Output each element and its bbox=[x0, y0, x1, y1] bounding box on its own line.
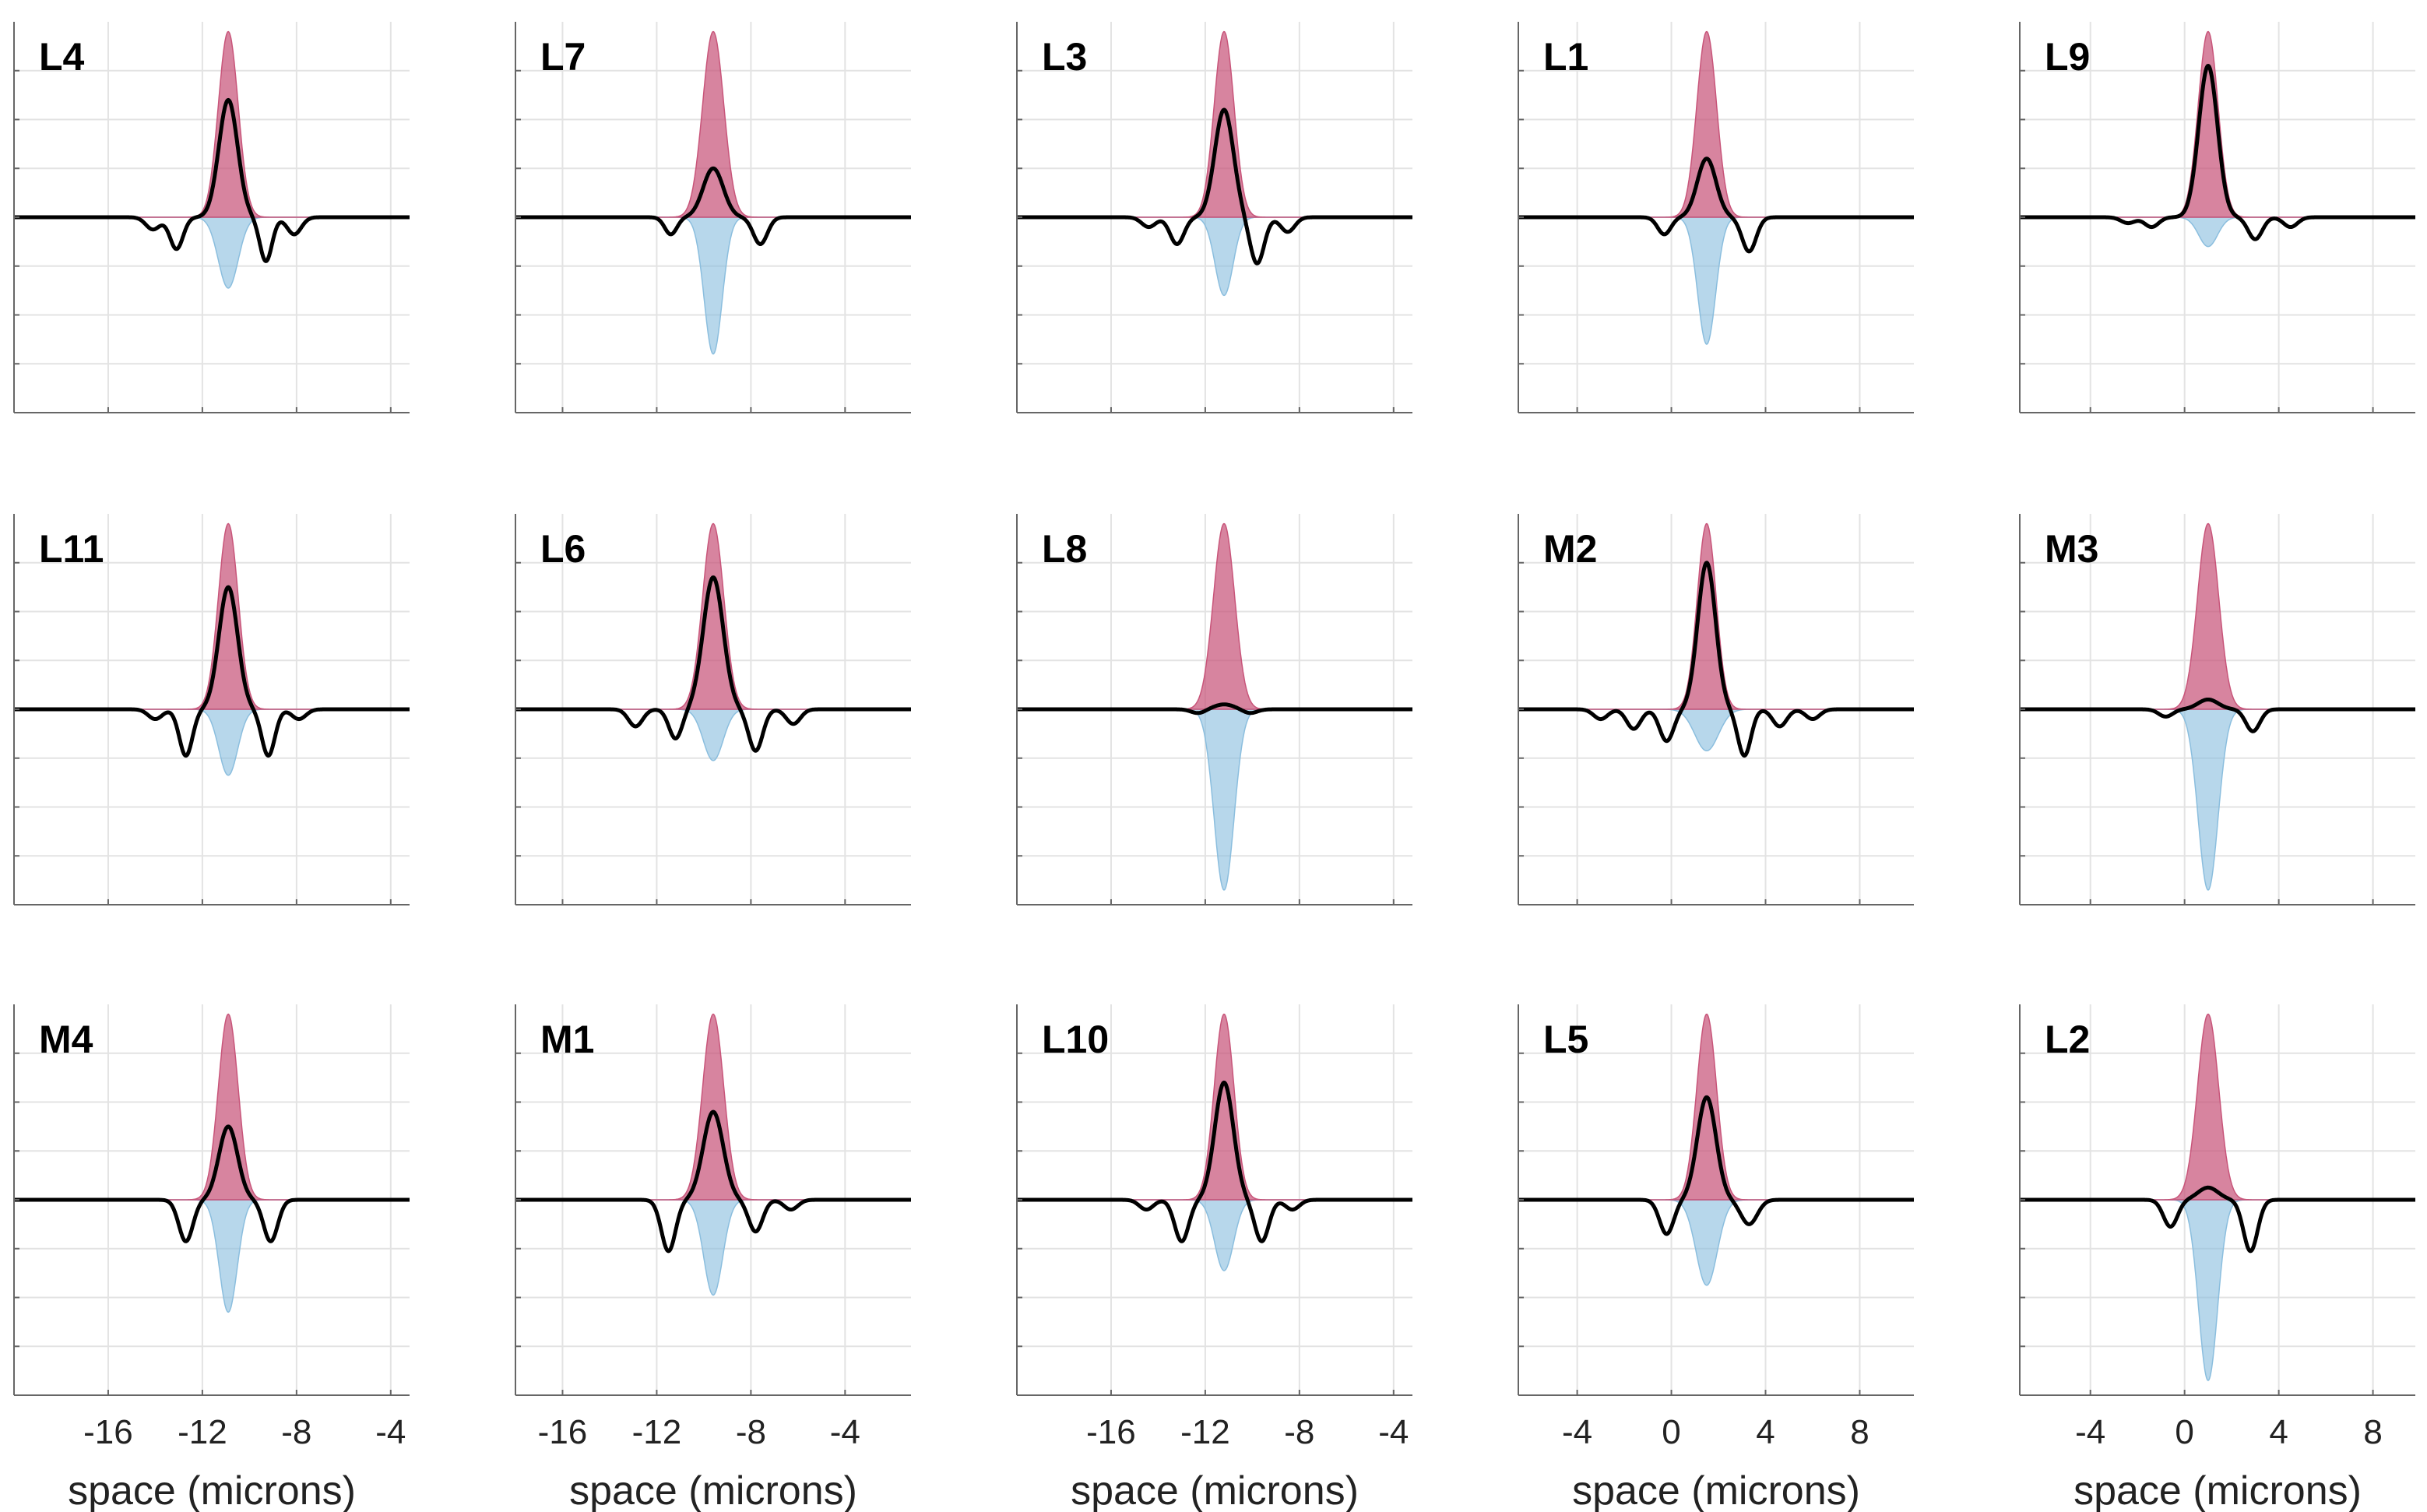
x-axis-title: space (microns) bbox=[2074, 1468, 2362, 1512]
x-tick-label: 8 bbox=[1850, 1413, 1869, 1451]
x-tick-label: -8 bbox=[281, 1413, 311, 1451]
net-profile-line bbox=[1517, 1095, 1915, 1236]
surround-area bbox=[515, 1199, 911, 1296]
panel-label: L11 bbox=[39, 527, 104, 571]
panel-label: L1 bbox=[1543, 35, 1588, 79]
panel-label: M1 bbox=[540, 1018, 594, 1061]
panel-L1: L1 bbox=[1517, 22, 1915, 413]
net-profile-line bbox=[514, 166, 913, 246]
surround-area bbox=[2020, 216, 2415, 248]
x-axis-title: space (microns) bbox=[1572, 1468, 1860, 1512]
panel-L4: L4 bbox=[12, 22, 411, 413]
net-profile-line bbox=[2018, 698, 2417, 733]
panel-label: L2 bbox=[2045, 1018, 2090, 1061]
net-profile-line bbox=[1015, 702, 1414, 716]
net-profile-line bbox=[1517, 561, 1915, 758]
panel-label: L4 bbox=[39, 35, 85, 79]
surround-area bbox=[2020, 709, 2415, 891]
panel-label: L5 bbox=[1543, 1018, 1588, 1061]
panel-L7: L7 bbox=[514, 22, 913, 413]
x-tick-label: -12 bbox=[632, 1413, 682, 1451]
panel-L8: L8 bbox=[1015, 514, 1414, 905]
x-axis-title: space (microns) bbox=[1071, 1468, 1359, 1512]
panel-label: L7 bbox=[540, 35, 586, 79]
net-profile-line bbox=[2018, 64, 2417, 241]
x-tick-label: -4 bbox=[2075, 1413, 2105, 1451]
x-tick-label: -4 bbox=[1562, 1413, 1592, 1451]
x-tick-label: -4 bbox=[830, 1413, 860, 1451]
x-tick-label: 8 bbox=[2363, 1413, 2382, 1451]
panel-label: M4 bbox=[39, 1018, 93, 1061]
net-profile-line bbox=[1015, 107, 1414, 265]
x-tick-label: -12 bbox=[178, 1413, 227, 1451]
surround-area bbox=[515, 216, 911, 355]
x-tick-label: -16 bbox=[538, 1413, 588, 1451]
x-tick-label: -16 bbox=[83, 1413, 133, 1451]
panel-L9: L9 bbox=[2018, 22, 2417, 413]
panel-label: M3 bbox=[2045, 527, 2098, 571]
panel-L11: L11 bbox=[12, 514, 411, 905]
x-axis-title: space (microns) bbox=[68, 1468, 356, 1512]
x-tick-label: -16 bbox=[1086, 1413, 1136, 1451]
x-tick-label: 4 bbox=[1756, 1413, 1775, 1451]
panel-L10: L10 -16 -12 -8 -4 space (microns) bbox=[1015, 1004, 1414, 1512]
x-tick-label: 4 bbox=[2269, 1413, 2288, 1451]
panel-L3: L3 bbox=[1015, 22, 1414, 413]
net-profile-line bbox=[514, 1109, 913, 1254]
panel-label: L6 bbox=[540, 527, 586, 571]
surround-area bbox=[1017, 709, 1412, 891]
surround-area bbox=[1017, 216, 1412, 297]
surround-area bbox=[14, 1199, 410, 1313]
net-profile-line bbox=[1517, 156, 1915, 254]
net-profile-line bbox=[2018, 1185, 2417, 1254]
x-tick-label: -8 bbox=[736, 1413, 766, 1451]
panel-M1: M1 -16 -12 -8 -4 space (microns) bbox=[514, 1004, 913, 1512]
net-profile-line bbox=[1015, 1080, 1414, 1243]
panel-label: L3 bbox=[1042, 35, 1087, 79]
x-tick-label: -8 bbox=[1284, 1413, 1314, 1451]
panel-L5: L5 -4 0 4 8 space (microns) bbox=[1517, 1004, 1915, 1512]
x-axis-title: space (microns) bbox=[569, 1468, 857, 1512]
panel-label: L10 bbox=[1042, 1018, 1109, 1061]
surround-area bbox=[2020, 1199, 2415, 1381]
x-tick-label: -4 bbox=[1378, 1413, 1409, 1451]
panel-L6: L6 bbox=[514, 514, 913, 905]
x-tick-label: -4 bbox=[375, 1413, 406, 1451]
panel-label: M2 bbox=[1543, 527, 1597, 571]
net-profile-line bbox=[12, 585, 411, 758]
x-tick-label: 0 bbox=[2175, 1413, 2193, 1451]
net-profile-line bbox=[12, 1124, 411, 1243]
surround-area bbox=[1017, 1199, 1412, 1271]
net-profile-line bbox=[514, 575, 913, 753]
surround-area bbox=[515, 709, 911, 761]
panel-label: L9 bbox=[2045, 35, 2090, 79]
panel-M4: M4 -16 -12 -8 -4 space (microns) bbox=[12, 1004, 411, 1512]
panel-M2: M2 bbox=[1517, 514, 1915, 905]
surround-area bbox=[14, 709, 410, 776]
x-tick-label: 0 bbox=[1662, 1413, 1680, 1451]
net-profile-line bbox=[12, 97, 411, 263]
x-tick-label: -12 bbox=[1180, 1413, 1230, 1451]
panel-label: L8 bbox=[1042, 527, 1087, 571]
surround-area bbox=[14, 216, 410, 289]
panel-M3: M3 bbox=[2018, 514, 2417, 905]
